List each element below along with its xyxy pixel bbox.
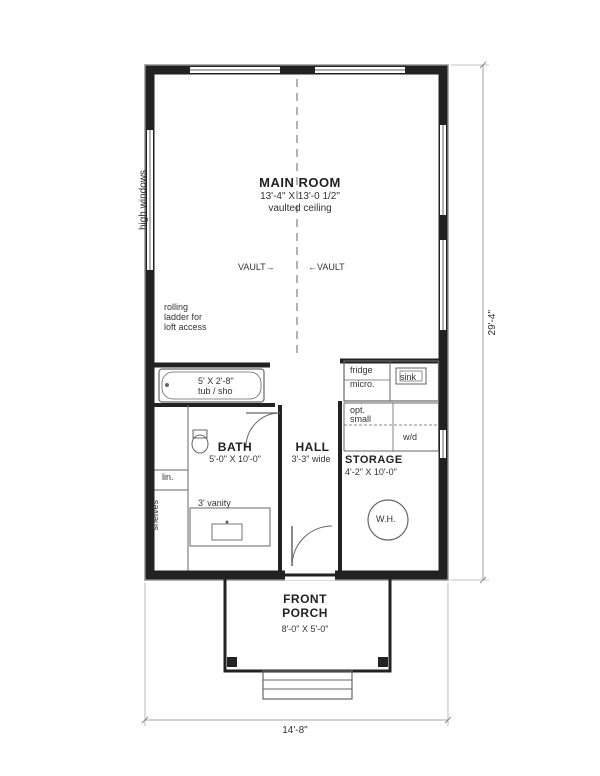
- plan-drawing: [0, 0, 600, 776]
- lin-label: lin.: [162, 472, 174, 482]
- vanity-label: 3' vanity: [198, 498, 231, 508]
- high-windows-label: high windows: [138, 170, 149, 230]
- opt-small-label: opt. small: [350, 406, 371, 425]
- shelves-label: shelves: [150, 500, 160, 531]
- main-room-name: MAIN ROOM: [225, 175, 375, 190]
- floor-plan: MAIN ROOM 13'-4" X 13'-0 1/2" vaulted ce…: [0, 0, 600, 776]
- micro-label: micro.: [350, 379, 375, 389]
- vault-left: VAULT→: [238, 262, 275, 272]
- hall-name: HALL: [285, 440, 340, 454]
- wd-label: w/d: [403, 432, 417, 442]
- tub-label: 5' X 2'-8" tub / sho: [198, 376, 258, 396]
- fridge-label: fridge: [350, 365, 373, 375]
- vault-right: ←VAULT: [308, 262, 345, 272]
- width-dim-label: 14'-8": [255, 725, 335, 736]
- wh-label: W.H.: [376, 514, 396, 524]
- main-room-dim: 13'-4" X 13'-0 1/2": [225, 191, 375, 202]
- porch-name: FRONT PORCH: [255, 593, 355, 621]
- bath-name: BATH: [195, 440, 275, 454]
- ladder-note: rolling ladder for loft access: [164, 302, 234, 332]
- porch-dim: 8'-0" X 5'-0": [255, 624, 355, 634]
- hall-dim: 3'-3" wide: [281, 454, 341, 464]
- sink-label: sink: [400, 372, 416, 382]
- main-room-note: vaulted ceiling: [225, 203, 375, 214]
- bath-dim: 5'-0" X 10'-0": [190, 454, 280, 464]
- storage-dim: 4'-2" X 10'-0": [345, 467, 440, 477]
- height-dim-label: 29'-4": [487, 310, 498, 335]
- storage-name: STORAGE: [345, 454, 403, 466]
